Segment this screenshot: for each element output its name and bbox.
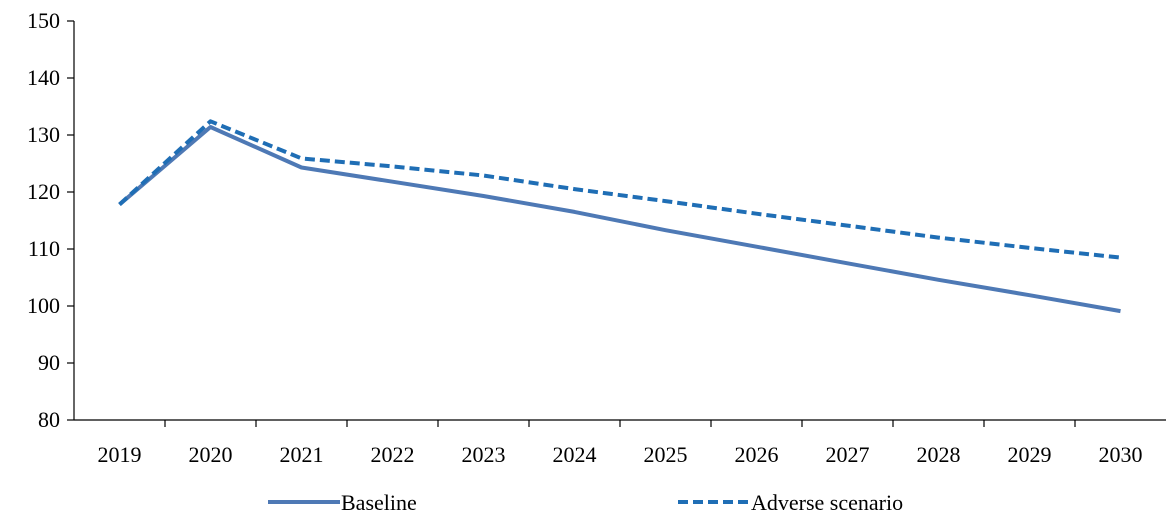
- y-tick-label: 110: [28, 236, 60, 261]
- x-tick-label: 2025: [644, 442, 688, 467]
- y-tick-label: 140: [27, 65, 60, 90]
- y-tick-label: 150: [27, 8, 60, 33]
- x-tick-label: 2029: [1008, 442, 1052, 467]
- series-line-adverse-scenario: [118, 119, 1121, 260]
- y-tick-label: 130: [27, 122, 60, 147]
- x-tick-label: 2027: [826, 442, 870, 467]
- legend-label-adverse-scenario: Adverse scenario: [751, 490, 903, 515]
- x-tick-label: 2024: [553, 442, 597, 467]
- series-line-baseline: [118, 125, 1121, 314]
- x-tick-label: 2030: [1099, 442, 1143, 467]
- x-tick-label: 2019: [98, 442, 142, 467]
- x-tick-label: 2023: [462, 442, 506, 467]
- legend-label-baseline: Baseline: [341, 490, 417, 515]
- x-tick-label: 2022: [371, 442, 415, 467]
- x-tick-label: 2020: [189, 442, 233, 467]
- x-tick-label: 2028: [917, 442, 961, 467]
- y-tick-label: 80: [38, 407, 60, 432]
- y-axis-tick-labels: 80 90 100 110 120 130 140 150: [27, 8, 60, 432]
- chart-legend: Baseline Adverse scenario: [268, 490, 903, 515]
- chart-axes: [67, 20, 1166, 427]
- y-tick-label: 100: [27, 293, 60, 318]
- x-axis-tick-labels: 2019 2020 2021 2022 2023 2024 2025 2026 2027 2028…: [98, 442, 1143, 467]
- y-tick-label: 120: [27, 179, 60, 204]
- x-tick-label: 2026: [735, 442, 779, 467]
- y-tick-label: 90: [38, 350, 60, 375]
- series-lines: [118, 119, 1121, 314]
- x-tick-label: 2021: [280, 442, 324, 467]
